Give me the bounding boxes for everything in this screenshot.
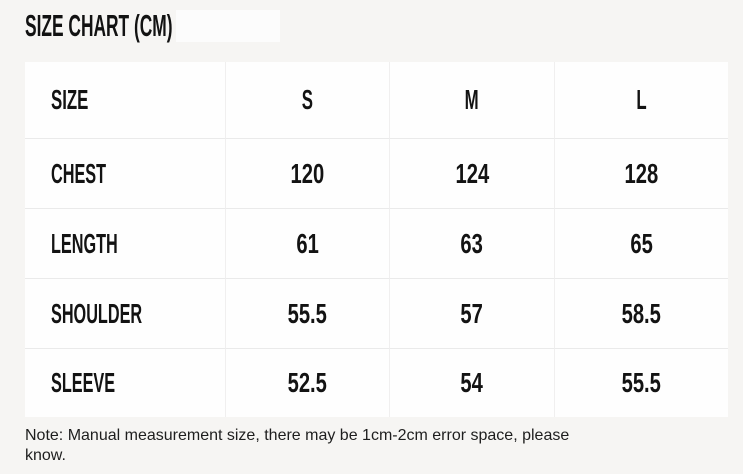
cell-chest-s: 120: [225, 138, 389, 208]
cell-shoulder-s: 55.5: [225, 278, 389, 348]
size-chart-table: SIZE S M L CHEST 120 124 128 LENGTH 61 6…: [25, 62, 728, 417]
cell-chest-m: 124: [389, 138, 554, 208]
cell-chest-l: 128: [554, 138, 728, 208]
cell-length-m: 63: [389, 208, 554, 278]
cell-shoulder-l: 58.5: [554, 278, 728, 348]
measurement-note: Note: Manual measurement size, there may…: [25, 427, 570, 464]
cell-length-s: 61: [225, 208, 389, 278]
page-title: SIZE CHART (CM): [25, 9, 288, 43]
row-label-length: LENGTH: [25, 208, 225, 278]
cell-shoulder-m: 57: [389, 278, 554, 348]
page-title-text: SIZE CHART (CM): [25, 8, 173, 43]
row-label-shoulder: SHOULDER: [25, 278, 225, 348]
cell-sleeve-m: 54: [389, 348, 554, 417]
column-header-s: S: [225, 62, 389, 138]
column-header-m: M: [389, 62, 554, 138]
cell-sleeve-s: 52.5: [225, 348, 389, 417]
cell-length-l: 65: [554, 208, 728, 278]
row-label-chest: CHEST: [25, 138, 225, 208]
row-label-sleeve: SLEEVE: [25, 348, 225, 417]
cell-sleeve-l: 55.5: [554, 348, 728, 417]
title-highlight-box: [176, 10, 280, 42]
column-header-l: L: [554, 62, 728, 138]
column-header-size: SIZE: [51, 84, 89, 115]
